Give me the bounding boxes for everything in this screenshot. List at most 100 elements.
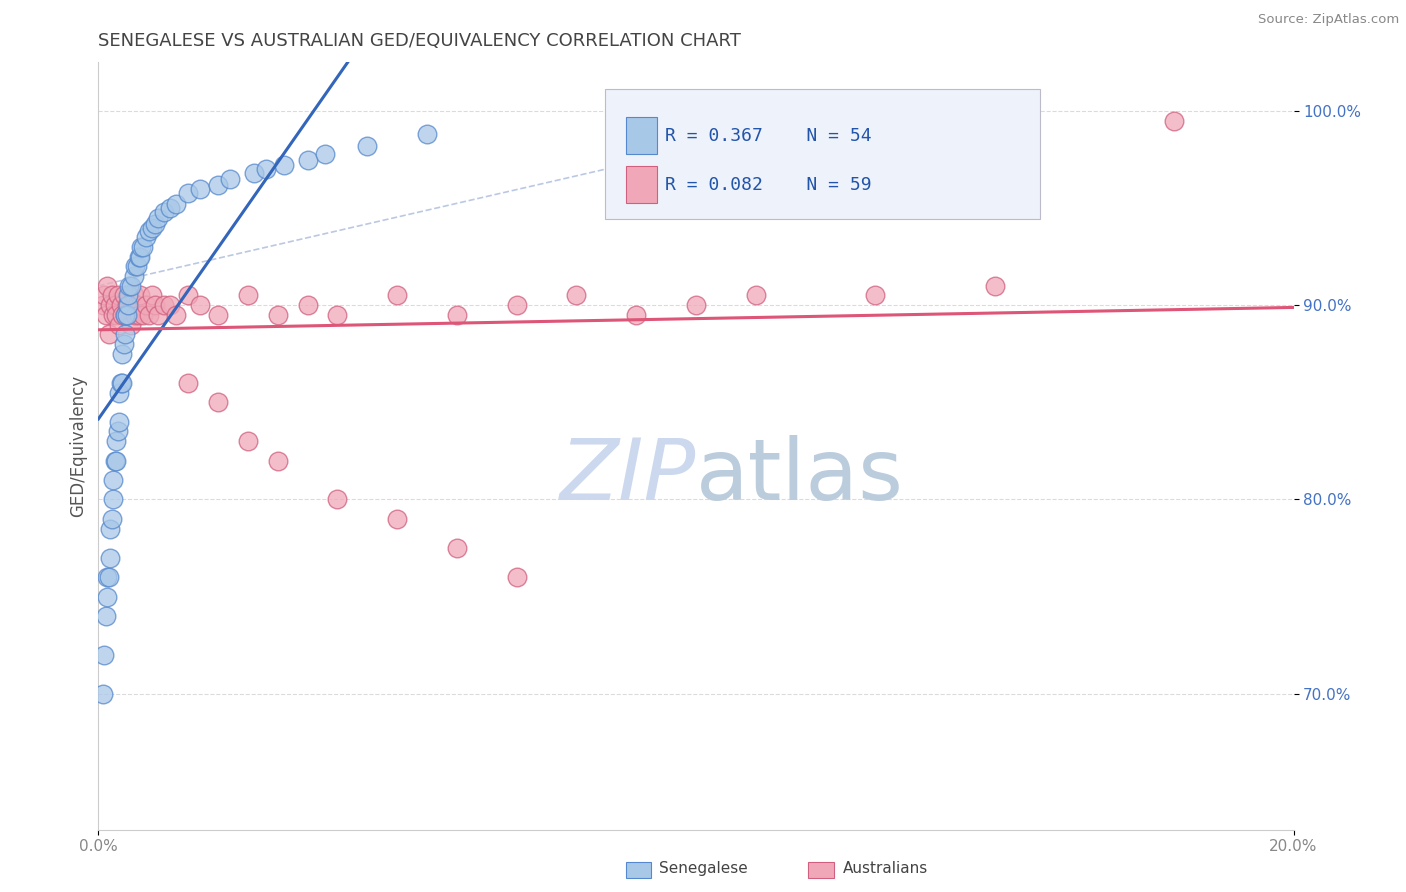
Point [207,308,229,322]
Point [93,288,115,302]
Point [446,308,468,322]
Point [685,298,707,312]
Point [315,146,337,161]
Point [110,376,132,390]
Point [267,453,290,467]
Point [1163,113,1185,128]
Text: R = 0.367    N = 54: R = 0.367 N = 54 [665,127,872,145]
Point [128,250,150,264]
Point [138,308,160,322]
Point [165,197,187,211]
Point [297,298,319,312]
Point [745,288,768,302]
Point [94,609,117,624]
Text: Australians: Australians [844,862,928,876]
Point [104,298,127,312]
Point [446,541,468,555]
Point [127,298,149,312]
Point [124,288,146,302]
Point [108,318,131,332]
Point [385,512,409,526]
Point [100,512,122,526]
Text: ZIP: ZIP [560,435,696,518]
Point [159,201,181,215]
Point [141,220,163,235]
Point [143,298,166,312]
Point [124,260,146,274]
Point [115,308,138,322]
Point [188,182,211,196]
Point [117,308,139,322]
Point [188,298,211,312]
Point [103,308,125,322]
Point [118,288,141,302]
Point [385,288,409,302]
Point [107,425,129,439]
Point [111,347,134,361]
Point [236,288,259,302]
Point [96,570,118,584]
Point [626,308,648,322]
Point [124,308,146,322]
Point [120,278,142,293]
Point [111,308,134,322]
Point [132,240,155,254]
Point [120,318,142,332]
Point [506,298,529,312]
Text: R = 0.082    N = 59: R = 0.082 N = 59 [665,176,872,194]
Point [236,434,259,449]
Point [153,298,176,312]
Point [132,308,155,322]
Point [112,337,135,351]
Point [124,268,146,283]
Point [110,298,132,312]
Point [111,376,134,390]
Point [98,298,122,312]
Point [506,570,529,584]
Point [131,240,153,254]
Text: atlas: atlas [696,435,904,518]
Point [177,186,200,200]
Point [565,288,588,302]
Text: Senegalese: Senegalese [658,862,748,876]
Point [135,298,157,312]
Point [105,434,128,449]
Point [416,128,439,142]
Point [273,158,295,172]
Point [91,298,114,312]
Point [128,308,150,322]
Point [243,166,266,180]
Text: Source: ZipAtlas.com: Source: ZipAtlas.com [1258,13,1399,27]
Point [98,327,121,342]
Point [267,308,290,322]
Point [326,308,349,322]
Point [118,278,141,293]
Point [865,288,887,302]
Point [105,308,128,322]
Point [153,205,176,219]
Point [108,385,131,400]
Point [103,473,125,487]
Text: SENEGALESE VS AUSTRALIAN GED/EQUIVALENCY CORRELATION CHART: SENEGALESE VS AUSTRALIAN GED/EQUIVALENCY… [98,32,741,50]
Point [100,288,122,302]
Point [177,376,200,390]
Point [105,453,128,467]
Point [165,308,187,322]
Point [96,278,118,293]
Point [98,522,122,536]
Point [98,550,122,565]
Point [117,298,139,312]
Point [114,308,136,322]
Point [107,288,129,302]
Point [207,178,229,192]
Point [127,260,149,274]
Point [115,298,138,312]
Point [103,492,125,507]
Point [114,308,136,322]
Point [129,250,152,264]
Point [148,308,170,322]
Point [108,415,131,429]
Point [93,648,115,662]
Point [356,139,378,153]
Point [141,288,163,302]
